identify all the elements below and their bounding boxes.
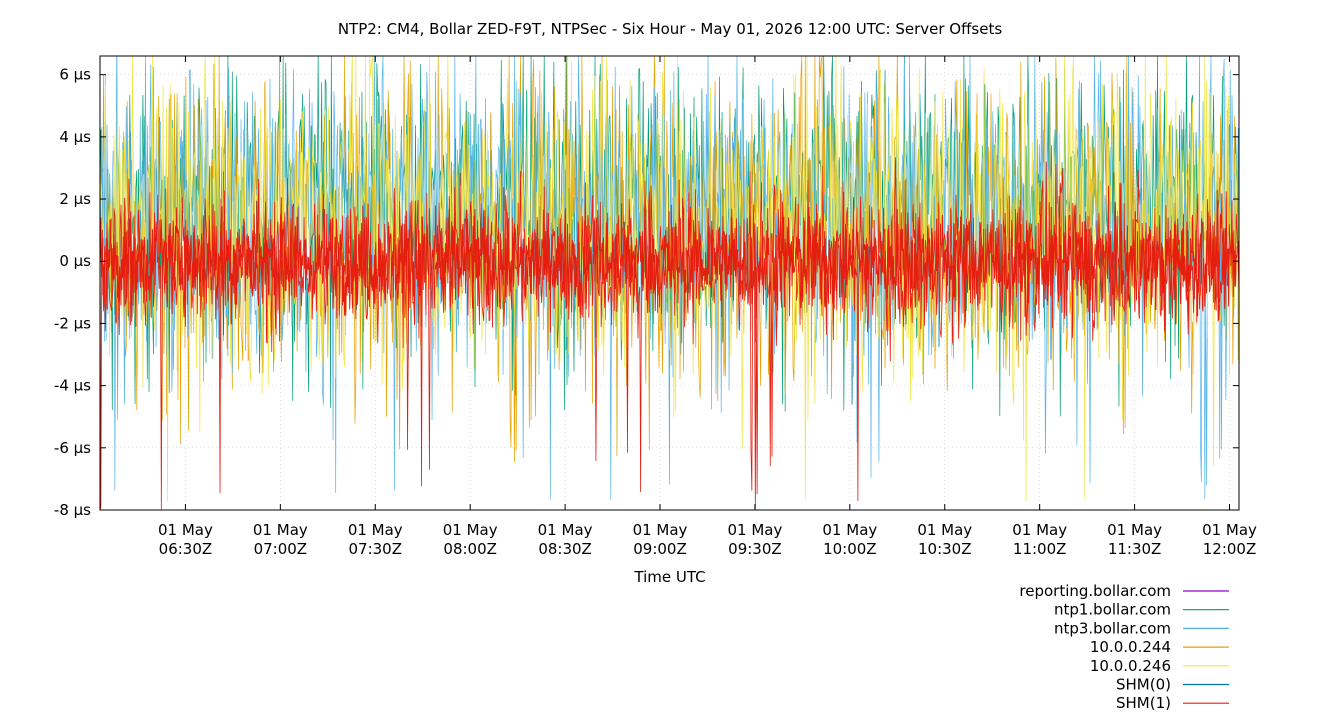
x-tick-label-date: 01 May [1202,521,1257,539]
chart-title: NTP2: CM4, Bollar ZED-F9T, NTPSec - Six … [338,20,1003,38]
x-tick-label-date: 01 May [348,521,403,539]
x-tick-label-date: 01 May [822,521,877,539]
x-tick-label-time: 06:30Z [159,540,213,558]
x-tick-label-time: 11:00Z [1013,540,1067,558]
y-tick-label: 6 µs [59,66,91,84]
plot-area [99,56,1240,510]
y-tick-label: -8 µs [54,501,91,519]
x-tick-label-time: 09:00Z [633,540,687,558]
x-tick-label-date: 01 May [633,521,688,539]
axes: 6 µs 4 µs 2 µs 0 µs -2 µs -4 µs -6 µs -8 µs 01 M… [54,56,1257,558]
x-tick-label-time: 08:00Z [443,540,497,558]
y-tick-label: -4 µs [54,377,91,395]
x-axis-label: Time UTC [633,568,705,586]
x-tick-label-date: 01 May [917,521,972,539]
legend: reporting.bollar.comntp1.bollar.comntp3.… [1019,582,1229,712]
y-tick-label: 0 µs [59,252,91,270]
y-tick-label: -6 µs [54,439,91,457]
x-tick-label-time: 09:30Z [728,540,782,558]
x-tick-label-date: 01 May [253,521,308,539]
x-tick-label-time: 12:00Z [1203,540,1257,558]
x-tick-label-time: 10:30Z [918,540,972,558]
legend-label: 10.0.0.244 [1090,638,1171,656]
x-tick-label-time: 10:00Z [823,540,877,558]
legend-label: ntp1.bollar.com [1054,601,1171,619]
legend-label: SHM(0) [1116,676,1171,694]
x-tick-label-time: 08:30Z [538,540,592,558]
x-tick-label-date: 01 May [1012,521,1067,539]
x-tick-label-time: 11:30Z [1108,540,1162,558]
x-tick-label-date: 01 May [727,521,782,539]
series-line-shm-1-core [99,182,1240,341]
legend-label: SHM(1) [1116,694,1171,712]
x-tick-label-date: 01 May [538,521,593,539]
series-line-ntp3-bollar-com [99,56,1240,501]
legend-label: ntp3.bollar.com [1054,619,1171,637]
x-tick-label-date: 01 May [1107,521,1162,539]
y-tick-label: -2 µs [54,314,91,332]
x-tick-label-time: 07:30Z [349,540,403,558]
y-tick-label: 2 µs [59,190,91,208]
y-tick-label: 4 µs [59,128,91,146]
legend-label: reporting.bollar.com [1019,582,1171,600]
plot-frame [99,55,1240,511]
x-tick-label-date: 01 May [158,521,213,539]
legend-label: 10.0.0.246 [1090,657,1171,675]
x-tick-label-time: 07:00Z [254,540,308,558]
x-tick-label-date: 01 May [443,521,498,539]
